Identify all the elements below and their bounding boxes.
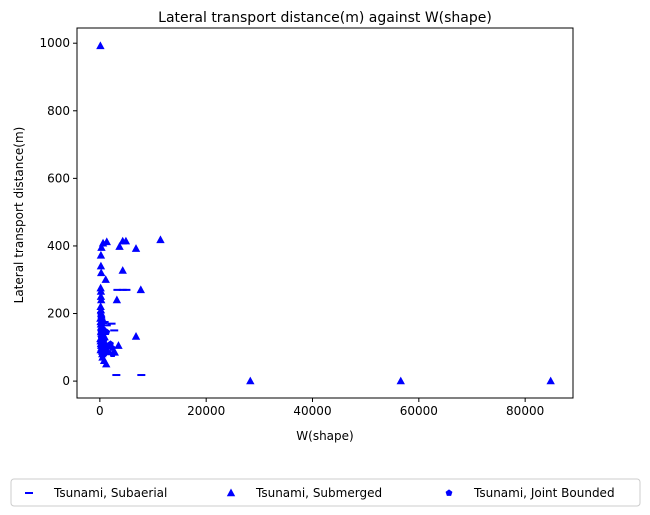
data-point [96, 41, 105, 50]
data-point [118, 266, 127, 274]
data-point [121, 236, 131, 245]
data-point [98, 320, 106, 327]
data-point [110, 329, 119, 332]
plot-area: 0 20000 40000 60000 80000 0 200 400 600 800 1000 [39, 27, 574, 418]
data-point [114, 341, 123, 349]
data-point [112, 295, 122, 304]
y-tick-label: 400 [47, 239, 70, 253]
data-point [96, 295, 106, 304]
data-point [396, 376, 405, 385]
data-point [96, 250, 106, 259]
data-point [156, 235, 165, 244]
series-2 [96, 41, 555, 385]
data-point [136, 285, 145, 294]
data-point [101, 349, 109, 357]
data-point [97, 243, 106, 251]
data-point [101, 275, 110, 283]
legend-label: Tsunami, Joint Bounded [473, 486, 615, 500]
data-point [99, 330, 106, 337]
legend: Tsunami, Subaerial Tsunami, Submerged Tsun… [10, 478, 641, 507]
plot-frame [76, 27, 574, 399]
data-point [546, 376, 555, 385]
legend-label: Tsunami, Submerged [255, 486, 382, 500]
data-point [96, 309, 104, 317]
x-tick-label: 60000 [400, 404, 438, 418]
y-tick-label: 200 [47, 307, 70, 321]
data-point [246, 376, 255, 385]
data-point [137, 374, 146, 377]
data-point [96, 268, 106, 277]
legend-marker [226, 488, 236, 497]
data-point [115, 242, 124, 250]
legend-marker [25, 492, 33, 494]
legend-label: Tsunami, Subaerial [53, 486, 167, 500]
data-point [113, 288, 122, 291]
data-point [107, 322, 116, 325]
y-tick-label: 0 [62, 374, 70, 388]
x-tick-label: 0 [96, 404, 104, 418]
x-tick-label: 80000 [506, 404, 544, 418]
y-tick-label: 600 [47, 171, 70, 185]
data-point [122, 288, 131, 291]
x-tick-label: 40000 [293, 404, 331, 418]
data-point [99, 356, 109, 365]
y-axis-label: Lateral transport distance(m) [12, 127, 26, 304]
legend-box [10, 478, 641, 507]
data-point [109, 350, 117, 357]
data-point [131, 332, 141, 340]
data-point [112, 374, 121, 377]
data-point [131, 244, 141, 252]
data-point [96, 302, 105, 310]
data-point [96, 283, 105, 292]
data-point [96, 287, 106, 295]
legend-marker [445, 489, 453, 496]
y-tick-label: 800 [47, 104, 70, 118]
x-tick-label: 20000 [187, 404, 225, 418]
series-3 [96, 309, 117, 359]
y-tick-label: 1000 [39, 36, 70, 50]
data-point [102, 324, 111, 327]
data-point [96, 261, 106, 270]
data-point [96, 292, 106, 300]
x-axis-label: W(shape) [296, 429, 353, 443]
chart-title: Lateral transport distance(m) against W(… [158, 10, 492, 26]
data-point [98, 337, 105, 345]
data-point [108, 344, 116, 351]
data-point [102, 237, 111, 246]
data-point [99, 343, 107, 351]
